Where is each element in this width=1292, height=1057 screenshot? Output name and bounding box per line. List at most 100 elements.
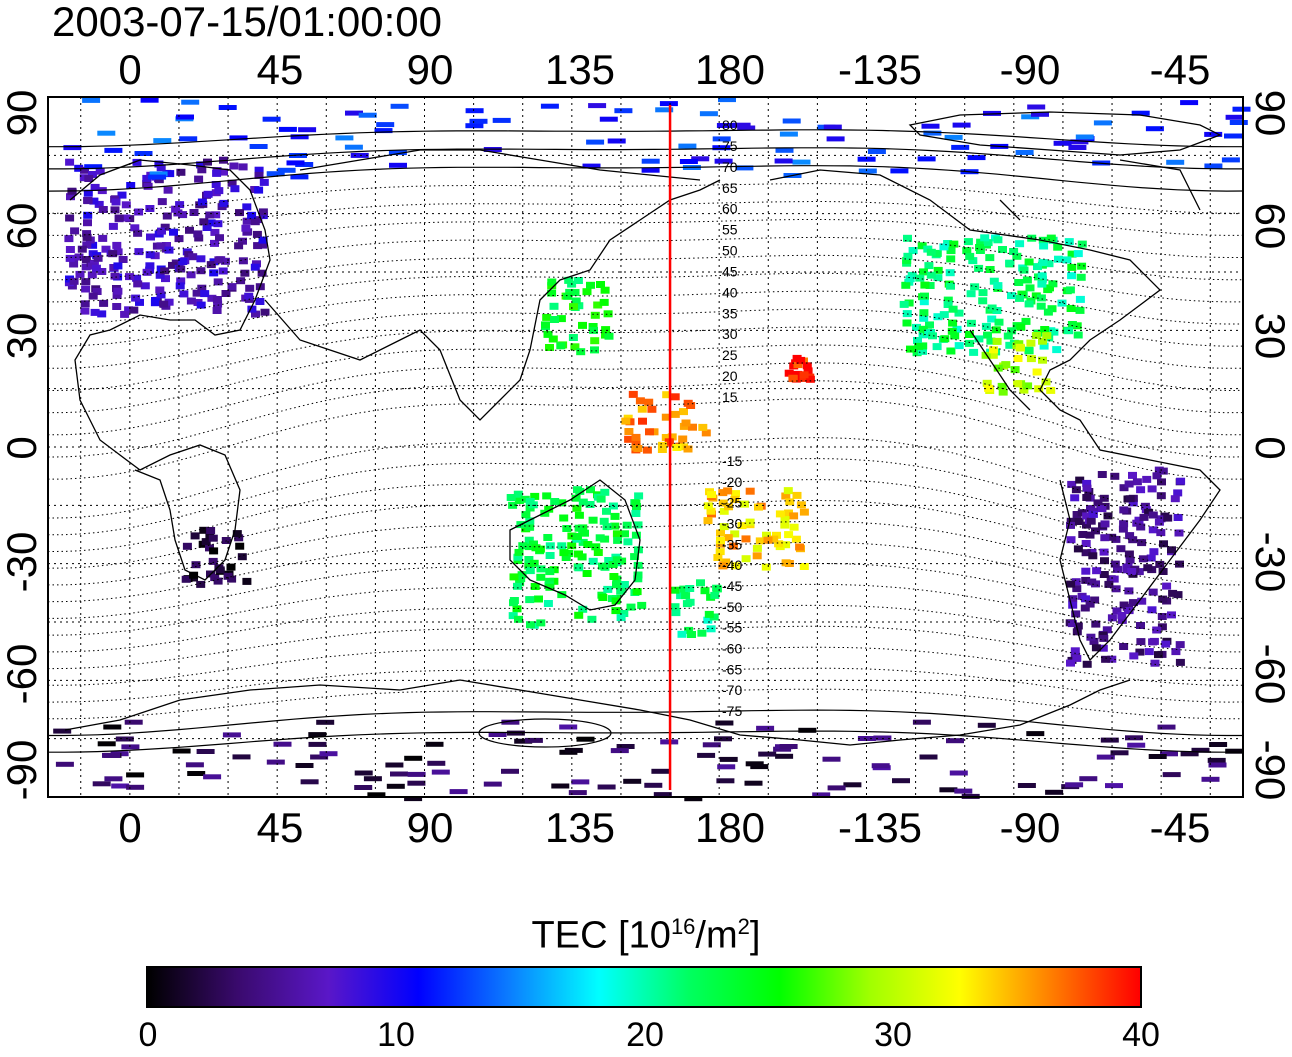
tec-cell bbox=[525, 523, 535, 531]
tec-cell bbox=[1224, 133, 1242, 139]
tec-cell bbox=[208, 534, 218, 542]
tec-cell bbox=[534, 595, 543, 603]
tec-cell bbox=[545, 583, 555, 591]
tec-cell bbox=[976, 238, 986, 246]
tec-cell bbox=[244, 292, 254, 300]
tec-cell bbox=[912, 323, 921, 331]
tec-cell bbox=[191, 561, 201, 569]
tec-cell bbox=[108, 222, 118, 230]
tec-cell bbox=[1148, 526, 1158, 534]
tec-cell bbox=[798, 727, 817, 733]
lon-tick: -45 bbox=[1149, 46, 1211, 93]
tec-cell bbox=[530, 492, 540, 500]
tec-cell bbox=[242, 577, 252, 585]
tec-cell bbox=[524, 536, 534, 544]
tec-cell bbox=[1170, 495, 1180, 503]
tec-cell bbox=[623, 538, 633, 546]
tec-cell bbox=[547, 282, 557, 290]
tec-cell bbox=[344, 144, 363, 150]
tec-cell bbox=[556, 315, 566, 323]
tec-cell bbox=[781, 559, 791, 567]
tec-cell bbox=[659, 101, 678, 107]
tec-cell bbox=[1148, 511, 1158, 519]
tec-cell bbox=[758, 751, 777, 757]
tec-cell bbox=[1148, 754, 1167, 759]
tec-cell bbox=[160, 223, 170, 231]
tec-cell bbox=[521, 511, 531, 519]
tec-cell bbox=[902, 319, 912, 327]
tec-cell bbox=[114, 214, 124, 222]
tec-cell bbox=[1036, 302, 1046, 310]
tec-cell bbox=[1021, 317, 1031, 325]
tec-cell bbox=[1052, 346, 1062, 354]
tec-cell bbox=[774, 158, 793, 164]
tec-cell bbox=[966, 319, 976, 327]
tec-cell bbox=[1082, 660, 1092, 668]
tec-cell bbox=[232, 754, 251, 760]
tec-cell bbox=[915, 274, 925, 282]
tec-cell bbox=[670, 393, 680, 401]
geomagnetic-contour bbox=[47, 165, 1244, 192]
tec-cell bbox=[98, 206, 108, 213]
coastline-americas bbox=[769, 159, 1221, 662]
tec-cell bbox=[189, 209, 199, 216]
tec-cell bbox=[75, 270, 85, 278]
tec-cell bbox=[65, 214, 75, 222]
tec-cell bbox=[508, 612, 518, 620]
lon-tick: -90 bbox=[999, 46, 1061, 93]
tec-cell bbox=[1119, 506, 1129, 514]
tec-cell bbox=[1122, 566, 1132, 574]
tec-cell bbox=[196, 267, 206, 275]
tec-cell bbox=[1049, 328, 1059, 336]
tec-cell bbox=[933, 313, 943, 321]
tec-cell bbox=[1119, 484, 1129, 492]
tec-cell bbox=[571, 494, 581, 502]
tec-cell bbox=[142, 174, 152, 182]
tec-cell bbox=[904, 299, 914, 307]
tec-cell bbox=[1167, 611, 1176, 619]
tec-cell bbox=[1043, 308, 1053, 316]
tec-cell bbox=[917, 156, 936, 162]
coastlines bbox=[64, 111, 1222, 746]
tec-cell bbox=[1124, 587, 1134, 595]
tec-cell bbox=[1042, 332, 1052, 340]
tec-cell bbox=[632, 588, 642, 596]
tec-cell bbox=[1131, 110, 1150, 116]
tec-cell bbox=[229, 162, 239, 170]
tec-cell bbox=[69, 260, 79, 268]
tec-cell bbox=[465, 108, 484, 114]
tec-cell bbox=[772, 531, 781, 539]
tec-cell bbox=[1173, 591, 1183, 599]
tec-cell bbox=[194, 175, 204, 183]
tec-cell bbox=[779, 744, 798, 749]
tec-cell bbox=[262, 116, 281, 122]
tec-cell bbox=[574, 524, 584, 532]
tec-cell bbox=[1156, 529, 1166, 537]
tec-cell bbox=[235, 209, 244, 217]
tec-cell bbox=[214, 187, 224, 195]
tec-cell bbox=[1139, 513, 1149, 521]
tec-cell bbox=[125, 273, 134, 281]
tec-cell bbox=[585, 501, 595, 508]
tec-cell bbox=[928, 332, 937, 340]
tec-cell bbox=[858, 168, 877, 174]
tec-cell bbox=[94, 200, 104, 208]
tec-cell bbox=[104, 776, 123, 782]
geomagnetic-contour bbox=[48, 520, 1243, 586]
tec-cell bbox=[1201, 776, 1220, 782]
tec-cell bbox=[812, 792, 831, 798]
tec-cell bbox=[112, 303, 122, 310]
tec-cell bbox=[784, 509, 793, 517]
tec-cell bbox=[118, 256, 128, 263]
tec-cell bbox=[1102, 626, 1112, 634]
tec-cell bbox=[954, 342, 964, 350]
tec-cell bbox=[290, 134, 309, 140]
tec-cell bbox=[465, 123, 484, 129]
tec-cell bbox=[590, 346, 599, 354]
tec-cell bbox=[599, 517, 609, 525]
tec-cell bbox=[699, 111, 718, 117]
contour-label: -60 bbox=[722, 641, 742, 657]
tec-cell bbox=[238, 257, 248, 265]
tec-cell bbox=[253, 242, 263, 250]
tec-cell bbox=[243, 228, 253, 236]
